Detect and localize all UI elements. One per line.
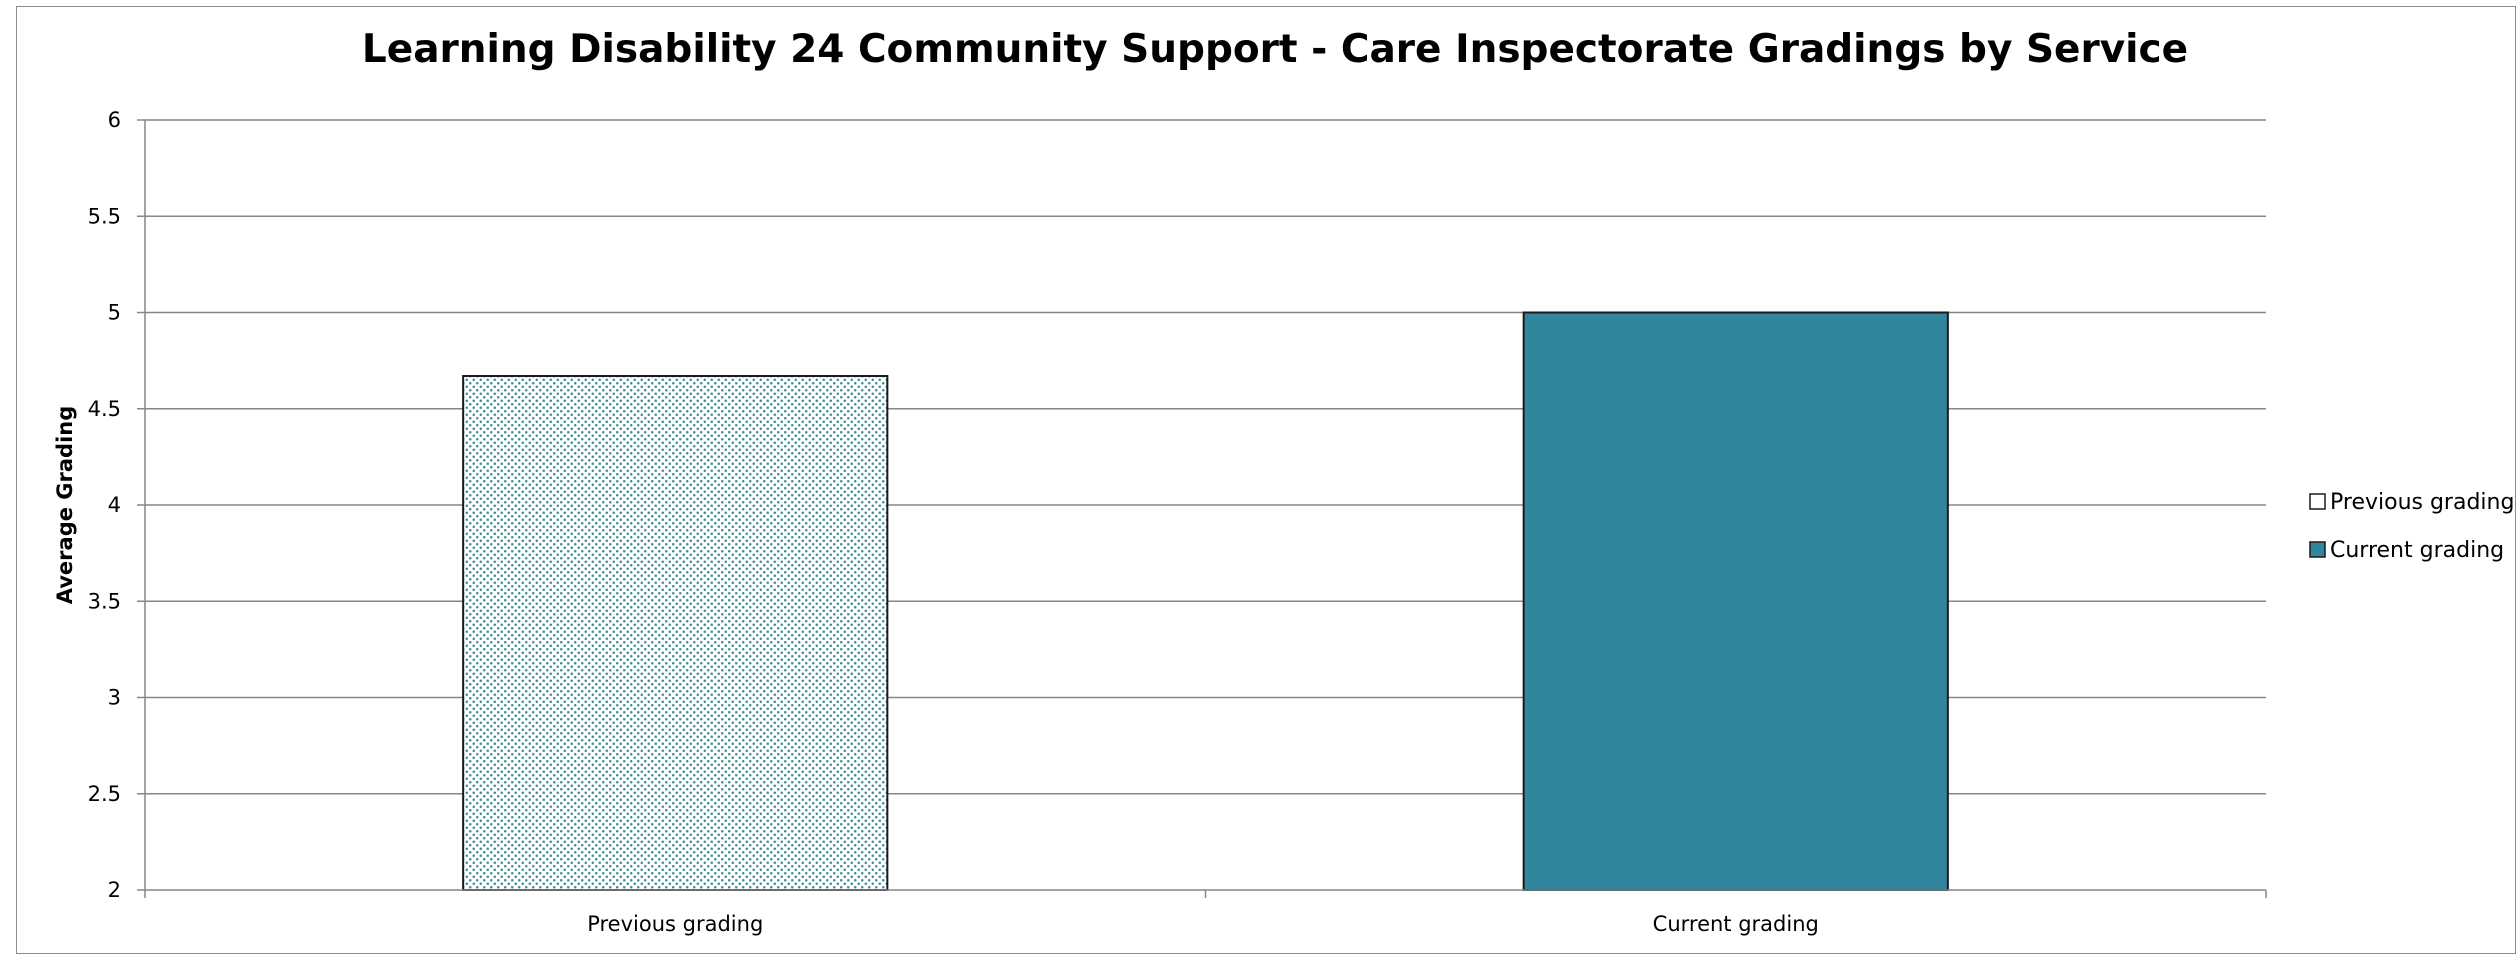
legend-item-previous: Previous grading: [2309, 490, 2514, 515]
y-tick-label: 2.5: [88, 782, 121, 806]
legend-swatch-previous: [2309, 493, 2326, 510]
x-tick-labels: Previous grading Current grading: [587, 912, 1819, 936]
y-tick-label: 2: [108, 878, 121, 902]
y-tick-label: 4: [108, 493, 121, 517]
y-tick-label: 4.5: [88, 397, 121, 421]
legend-label-previous: Previous grading: [2330, 490, 2514, 515]
bar-chart: Learning Disability 24 Community Support…: [53, 27, 2514, 936]
y-tick-label: 3: [108, 686, 121, 710]
chart-frame: Learning Disability 24 Community Support…: [16, 6, 2516, 954]
chart-title: Learning Disability 24 Community Support…: [362, 27, 2188, 72]
axes: [137, 119, 2267, 898]
y-tick-label: 5.5: [88, 204, 121, 228]
legend: Previous grading Current grading: [2309, 490, 2514, 563]
y-tick-label: 5: [108, 301, 121, 325]
bars: [462, 311, 1949, 891]
y-axis-label: Average Grading: [53, 406, 77, 605]
bar-previous-grading: [462, 375, 889, 891]
legend-label-current: Current grading: [2330, 538, 2504, 563]
legend-item-current: Current grading: [2309, 538, 2504, 563]
bar-current-grading: [1522, 311, 1949, 891]
legend-swatch-current: [2309, 541, 2326, 558]
y-tick-label: 3.5: [88, 589, 121, 613]
x-tick-label: Previous grading: [587, 912, 763, 936]
y-tick-label: 6: [108, 108, 121, 132]
x-tick-label: Current grading: [1653, 912, 1819, 936]
y-tick-labels: 2 2.5 3 3.5 4 4.5 5 5.5 6: [88, 108, 121, 902]
